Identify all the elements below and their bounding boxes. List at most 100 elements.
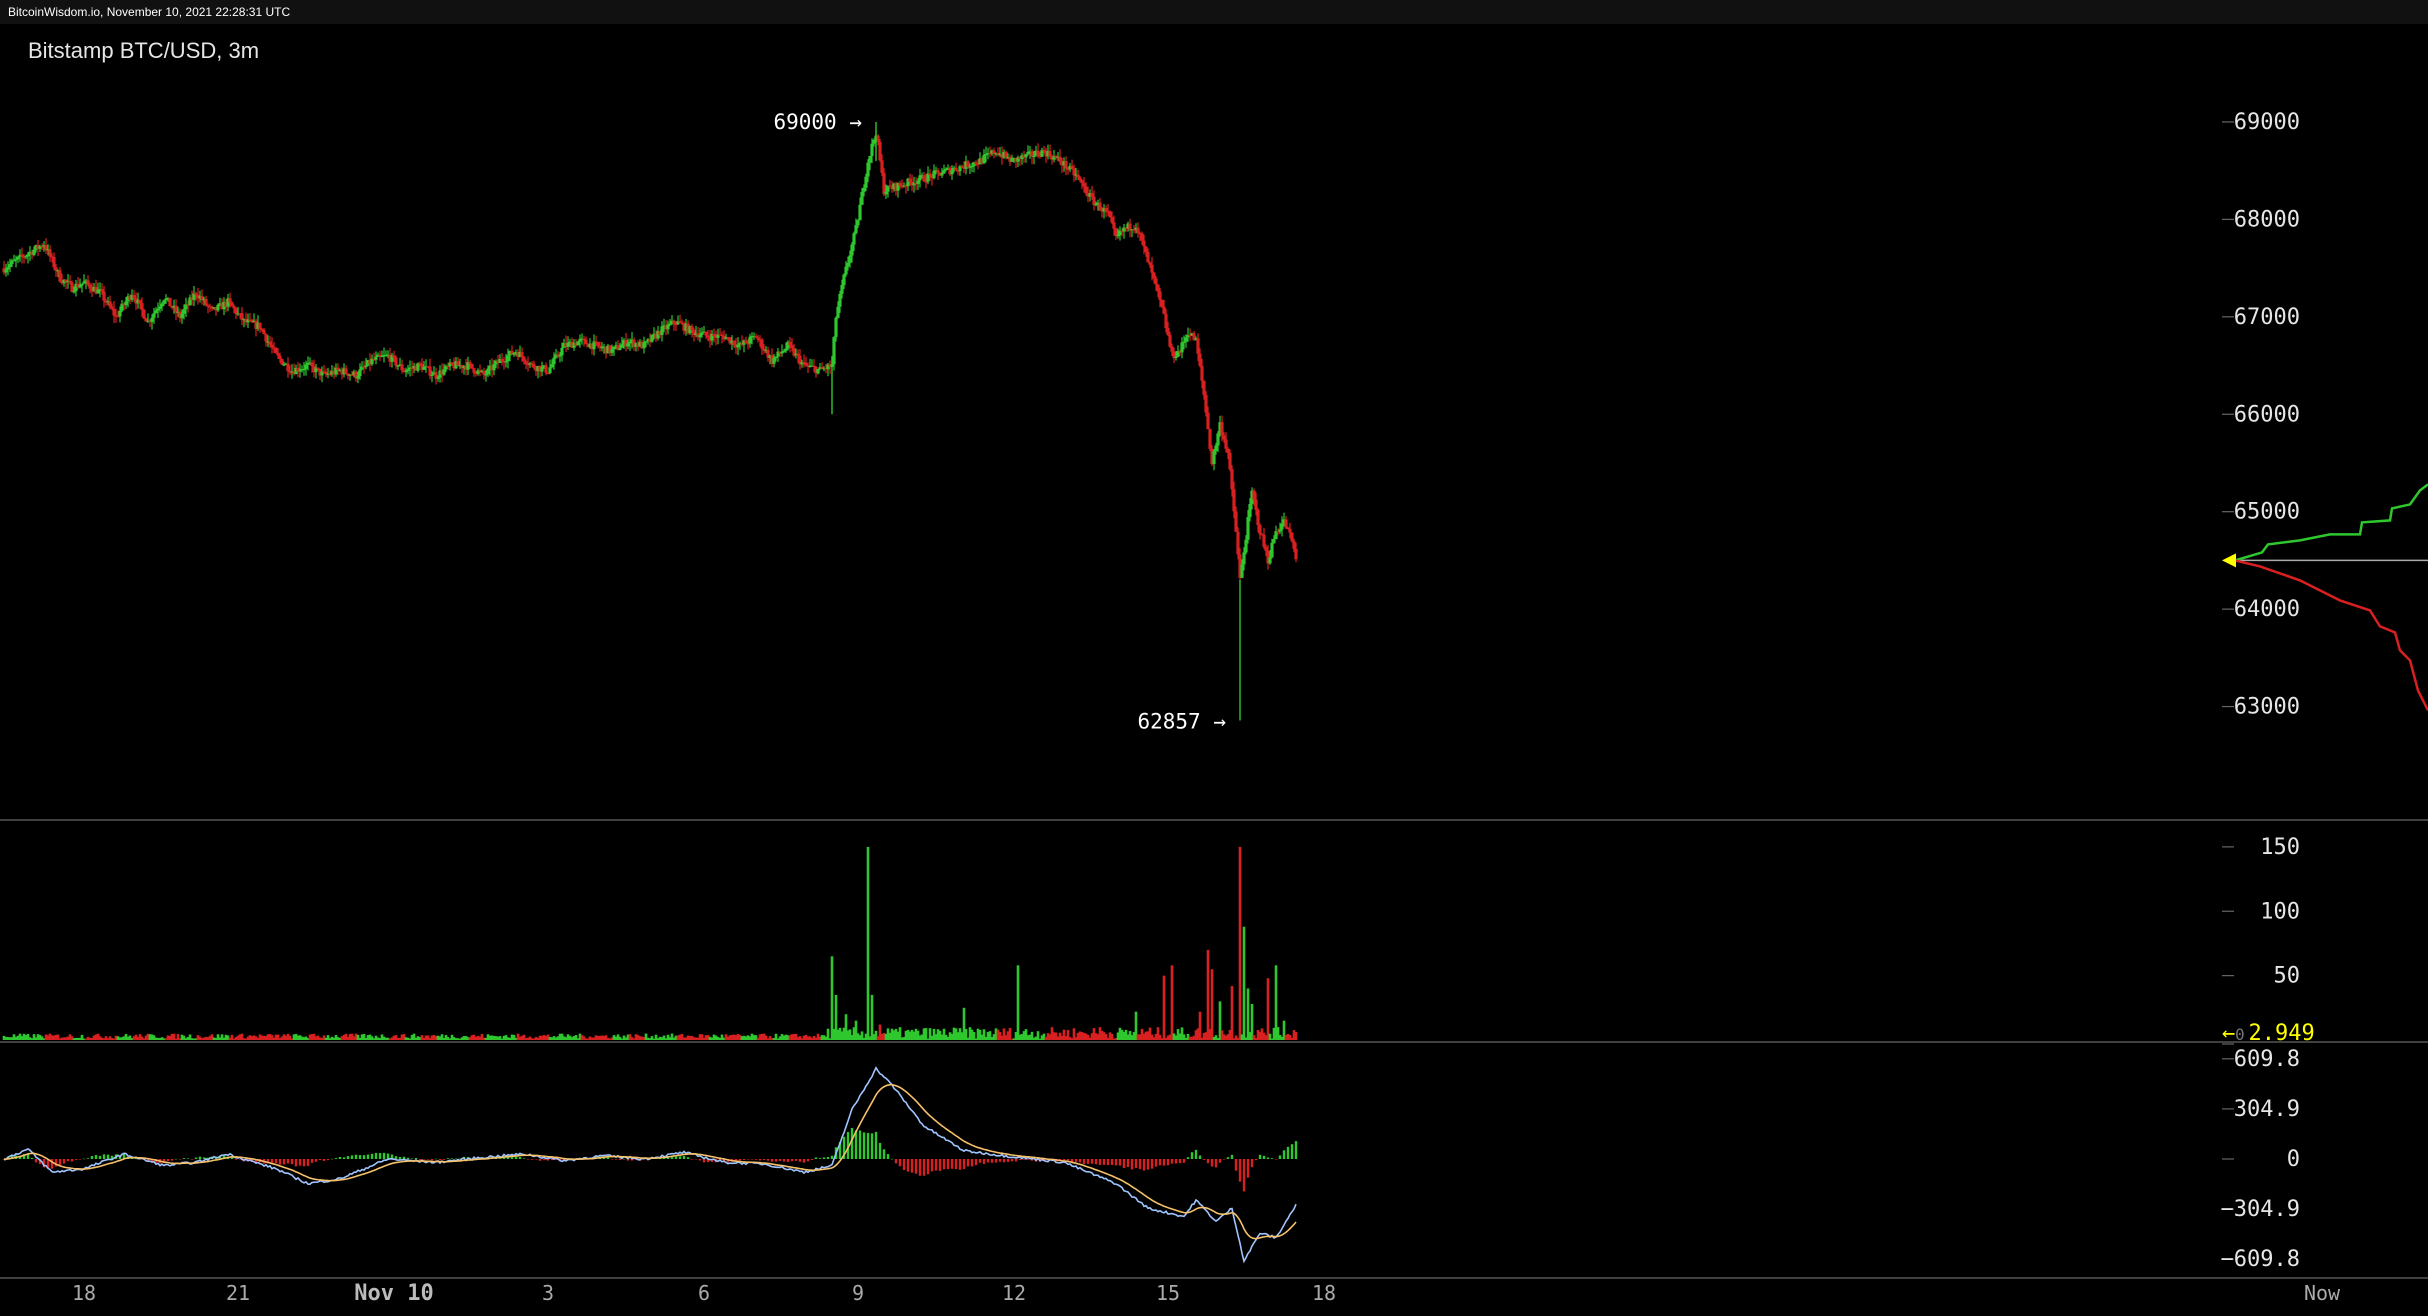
volume-bar bbox=[1000, 1035, 1004, 1040]
candle-body bbox=[370, 358, 374, 365]
candle-body bbox=[548, 367, 552, 374]
candle-body bbox=[552, 357, 556, 365]
volume-bar bbox=[840, 1031, 844, 1040]
candle-body bbox=[80, 283, 84, 286]
candle-body bbox=[118, 310, 122, 317]
volume-bar bbox=[1180, 1027, 1184, 1040]
volume-bar bbox=[458, 1038, 462, 1040]
candle-body bbox=[978, 158, 982, 165]
volume-bar bbox=[326, 1035, 330, 1040]
macd-histogram-bar bbox=[234, 1159, 238, 1160]
candle-body bbox=[1148, 262, 1152, 265]
volume-bar bbox=[626, 1034, 630, 1040]
volume-bar bbox=[1202, 1033, 1206, 1040]
candle-body bbox=[1150, 264, 1154, 273]
volume-bar bbox=[490, 1035, 494, 1040]
candle-body bbox=[944, 168, 948, 171]
volume-bar bbox=[454, 1038, 458, 1040]
candle-body bbox=[444, 365, 448, 370]
candle-body bbox=[212, 307, 216, 309]
candle-body bbox=[116, 315, 120, 317]
volume-bar bbox=[74, 1037, 78, 1040]
volume-bar bbox=[1268, 1033, 1272, 1040]
macd-histogram-bar bbox=[38, 1159, 42, 1165]
candle-body bbox=[72, 291, 76, 293]
volume-bar bbox=[162, 1038, 166, 1040]
volume-bar bbox=[382, 1036, 386, 1040]
volume-bar bbox=[488, 1035, 492, 1040]
volume-bar bbox=[1264, 1035, 1268, 1040]
candle-body bbox=[410, 367, 414, 369]
candle-body bbox=[784, 348, 788, 351]
candle-body bbox=[110, 306, 114, 309]
candle-body bbox=[660, 326, 664, 336]
candle-body bbox=[678, 321, 682, 323]
price-chart[interactable]: Bitstamp BTC/USD, 3m 6900068000670006600… bbox=[0, 24, 2428, 1316]
macd-histogram-bar bbox=[1214, 1159, 1218, 1168]
candle-body bbox=[120, 303, 124, 311]
volume-bar bbox=[276, 1034, 280, 1040]
candle-body bbox=[262, 329, 266, 335]
macd-histogram-bar bbox=[1046, 1159, 1050, 1162]
volume-bar bbox=[608, 1038, 612, 1040]
macd-histogram-bar bbox=[858, 1130, 862, 1159]
candle-body bbox=[638, 341, 642, 347]
volume-bar bbox=[460, 1037, 464, 1040]
candle-body bbox=[676, 321, 680, 325]
candle-body bbox=[482, 370, 486, 375]
macd-histogram-bar bbox=[1178, 1159, 1182, 1164]
volume-bar bbox=[1032, 1037, 1036, 1040]
volume-bar bbox=[278, 1038, 282, 1040]
volume-tick-label: 50 bbox=[2274, 964, 2301, 989]
macd-histogram-bar bbox=[850, 1127, 854, 1159]
macd-histogram-bar bbox=[938, 1159, 942, 1171]
candle-body bbox=[190, 297, 194, 300]
volume-bar bbox=[168, 1035, 172, 1040]
candle-body bbox=[600, 347, 604, 349]
candle-body bbox=[980, 158, 984, 164]
volume-bar bbox=[232, 1038, 236, 1040]
candle-body bbox=[622, 340, 626, 345]
volume-bar bbox=[660, 1037, 664, 1040]
macd-histogram-bar bbox=[282, 1159, 286, 1165]
volume-bar bbox=[620, 1038, 624, 1040]
volume-bar bbox=[642, 1036, 646, 1040]
volume-bar bbox=[104, 1036, 108, 1040]
candle-body bbox=[2, 268, 6, 273]
volume-bar bbox=[450, 1034, 454, 1040]
candle-body bbox=[42, 245, 46, 247]
date-tick-label: 18 bbox=[72, 1281, 96, 1305]
volume-bar bbox=[300, 1036, 304, 1040]
volume-bar bbox=[1066, 1029, 1070, 1040]
macd-histogram-bar bbox=[902, 1159, 906, 1170]
volume-bar bbox=[160, 1037, 164, 1040]
macd-histogram-bar bbox=[1226, 1157, 1230, 1159]
macd-histogram-bar bbox=[1262, 1155, 1266, 1159]
candle-body bbox=[162, 300, 166, 304]
macd-histogram-bar bbox=[122, 1153, 126, 1159]
volume-bar bbox=[1122, 1031, 1126, 1040]
candle-body bbox=[688, 326, 692, 334]
candle-body bbox=[534, 367, 538, 372]
volume-bar bbox=[820, 1035, 824, 1040]
volume-bar bbox=[700, 1034, 704, 1040]
volume-bar bbox=[1082, 1032, 1086, 1040]
macd-histogram-bar bbox=[1274, 1159, 1278, 1160]
volume-bar bbox=[1288, 1035, 1292, 1040]
candle-body bbox=[712, 333, 716, 336]
candle-body bbox=[892, 183, 896, 190]
volume-bar bbox=[60, 1037, 64, 1040]
candle-body bbox=[564, 342, 568, 347]
volume-bar bbox=[220, 1034, 224, 1040]
volume-bar bbox=[1206, 949, 1210, 1040]
candle-body bbox=[194, 293, 198, 296]
volume-bar bbox=[1198, 1011, 1202, 1040]
macd-histogram-bar bbox=[726, 1159, 730, 1163]
macd-histogram-bar bbox=[1230, 1154, 1234, 1159]
volume-bar bbox=[1092, 1028, 1096, 1040]
volume-bar bbox=[978, 1029, 982, 1040]
volume-bar bbox=[1280, 1036, 1284, 1040]
candle-body bbox=[1234, 511, 1238, 532]
volume-bar bbox=[392, 1035, 396, 1040]
candle-body bbox=[1118, 230, 1122, 236]
